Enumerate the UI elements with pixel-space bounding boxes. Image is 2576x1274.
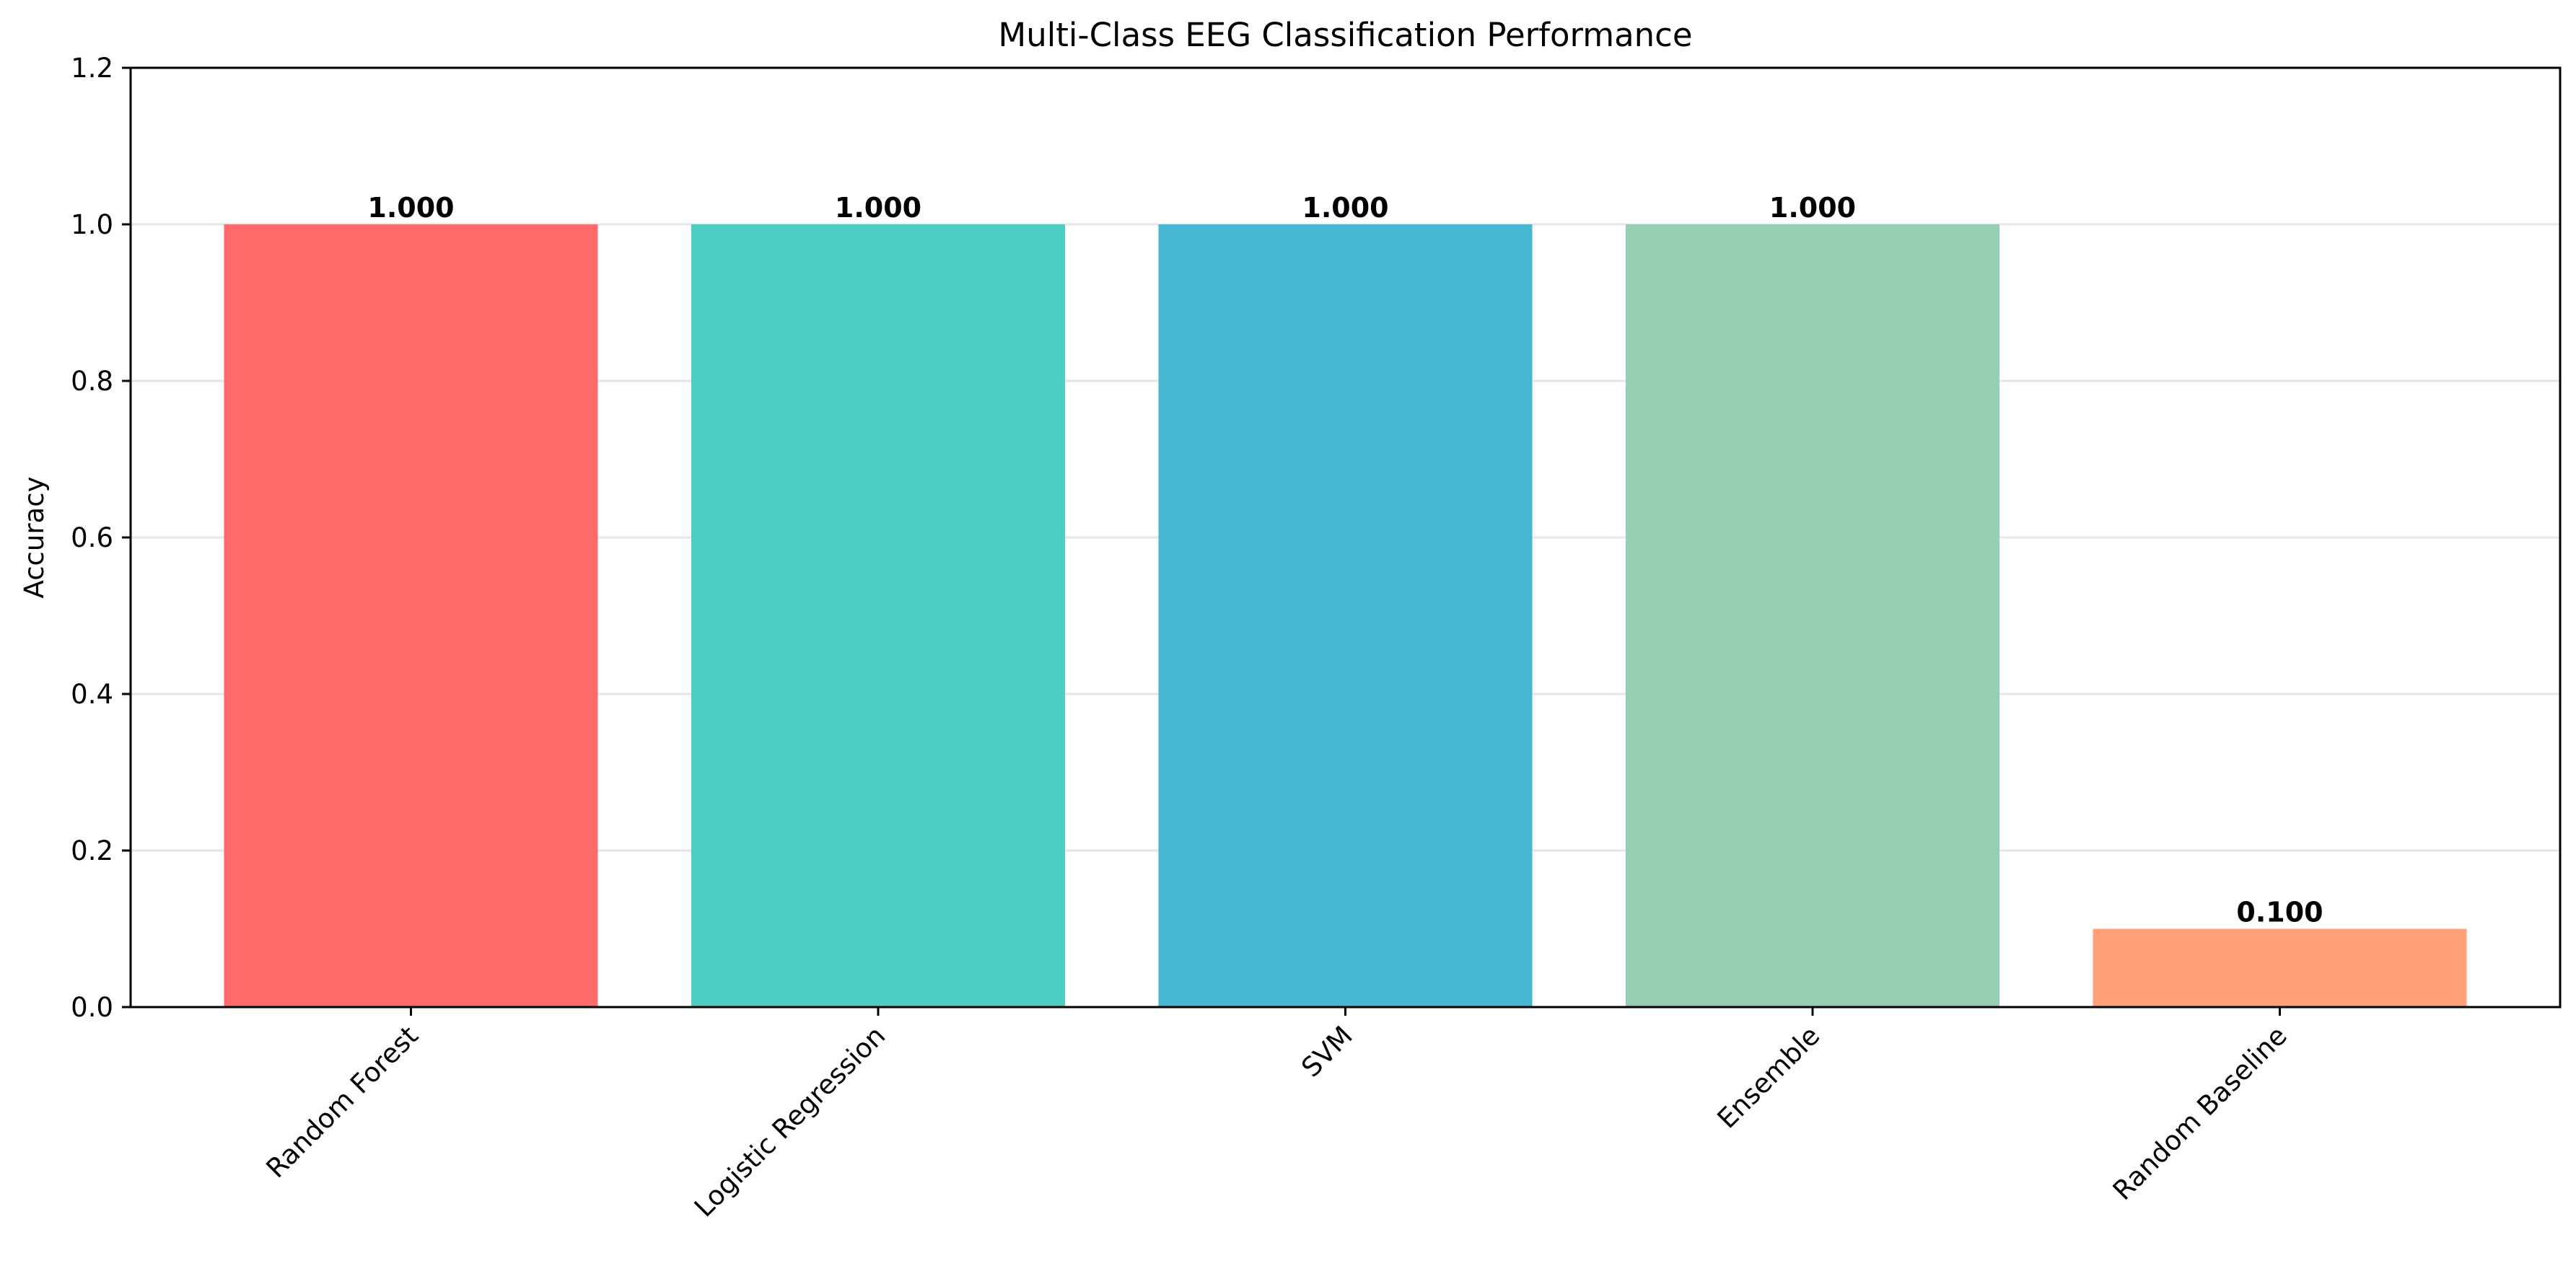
y-tick-label: 0.4	[71, 679, 113, 710]
y-tick-label: 0.6	[71, 522, 113, 553]
bar-value-label: 1.000	[1769, 192, 1856, 224]
y-axis-label: Accuracy	[19, 477, 50, 599]
x-tick-label: Random Baseline	[2107, 1020, 2293, 1206]
x-tick-label: Random Forest	[260, 1020, 424, 1184]
x-tick-label: Logistic Regression	[688, 1020, 891, 1223]
bar-random-forest	[224, 224, 598, 1007]
bar-value-label: 0.100	[2236, 897, 2323, 928]
y-tick-label: 0.0	[71, 992, 113, 1023]
bar-random-baseline	[2093, 928, 2467, 1007]
y-tick-label: 1.0	[71, 209, 113, 240]
y-axis-ticks: 0.0 0.2 0.4 0.6 0.8 1.0 1.2	[71, 53, 131, 1023]
bar-value-label: 1.000	[1302, 192, 1388, 224]
x-tick-label: Ensemble	[1712, 1020, 1826, 1135]
bar-value-label: 1.000	[367, 192, 454, 224]
y-tick-label: 1.2	[71, 53, 113, 84]
bar-ensemble	[1626, 224, 1999, 1007]
value-labels: 1.000 1.000 1.000 1.000 0.100	[367, 192, 2323, 928]
x-tick-label: SVM	[1295, 1020, 1358, 1083]
x-axis-ticks: Random Forest Logistic Regression SVM Ensem…	[260, 1007, 2293, 1223]
bar-svm	[1158, 224, 1533, 1007]
bar-value-label: 1.000	[835, 192, 921, 224]
y-tick-label: 0.2	[71, 835, 113, 866]
chart-title: Multi-Class EEG Classification Performan…	[998, 16, 1692, 54]
plot-frame	[129, 66, 2562, 1009]
bars	[224, 224, 2467, 1007]
bar-logistic-regression	[691, 224, 1065, 1007]
y-tick-label: 0.8	[71, 366, 113, 397]
